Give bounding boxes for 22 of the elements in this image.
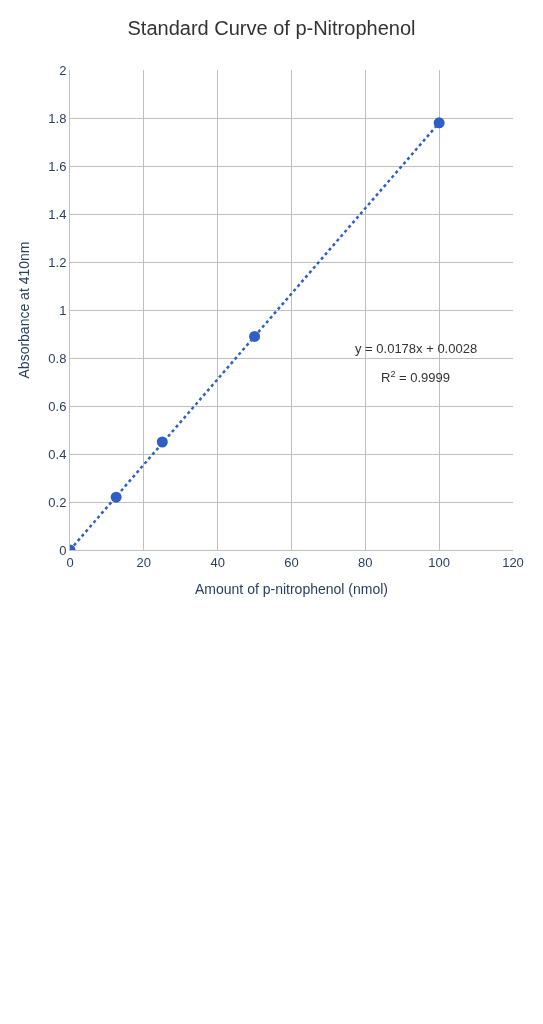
- x-axis-title: Amount of p-nitrophenol (nmol): [195, 580, 388, 597]
- y-tick-label: 0: [59, 542, 67, 558]
- y-tick-label: 1.2: [48, 254, 67, 270]
- annotation: y = 0.0178x + 0.0028: [355, 341, 478, 356]
- y-tick-label: 0.8: [48, 350, 67, 366]
- y-tick-label: 2: [59, 62, 67, 78]
- x-tick-label: 100: [428, 554, 451, 570]
- y-tick-label: 0.6: [48, 398, 67, 414]
- x-tick-label: 60: [284, 554, 299, 570]
- y-tick-label: 1.6: [48, 158, 67, 174]
- annotation: R$^{2}$ = 0.9999: [381, 369, 451, 386]
- y-axis-title: Absorbance at 410nm: [15, 241, 32, 379]
- x-tick-label: 40: [210, 554, 225, 570]
- x-tick-label: 120: [502, 554, 524, 570]
- y-tick-label: 0.4: [48, 446, 67, 462]
- y-tick-label: 1.4: [48, 206, 67, 222]
- chart-title: Standard Curve of p-Nitrophenol: [127, 17, 416, 39]
- y-tick-label: 0.2: [48, 494, 67, 510]
- x-tick-label: 80: [358, 554, 373, 570]
- x-tick-label: 20: [136, 554, 152, 570]
- y-tick-label: 1: [59, 302, 67, 318]
- y-tick-label: 1.8: [48, 110, 67, 126]
